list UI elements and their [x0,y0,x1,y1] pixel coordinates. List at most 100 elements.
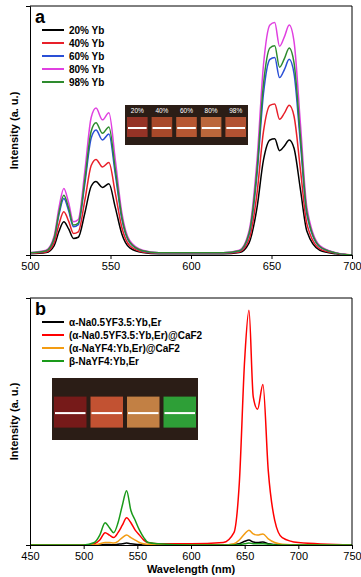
inset-beam [177,127,196,129]
legend-swatch [42,55,64,57]
x-tick-mark [84,545,85,549]
x-axis: 500 550 600 650 700 [21,255,361,272]
legend-label: (α-Na0.5YF3.5:Yb,Er)@CaF2 [69,330,203,341]
legend-label: 60% Yb [69,51,104,62]
inset-beam [165,412,196,414]
y-axis [26,7,31,256]
x-tick: 650 [263,255,281,272]
inset-vial [127,117,148,137]
plot-frame [352,6,353,255]
panel-label: a [35,7,46,27]
x-tick: 550 [129,545,147,562]
inset-background [52,378,198,440]
x-tick-mark [272,255,273,259]
x-tick-label: 700 [290,550,308,562]
x-tick-label: 450 [21,550,39,562]
x-tick-label: 600 [182,260,200,272]
panel-a: 500 550 600 650 700 a Intensity (a. u.) 20% Yb 4… [8,6,361,272]
legend-label: 40% Yb [69,38,104,49]
x-axis-line [31,256,353,260]
inset-vial [176,117,197,137]
x-tick-label: 500 [21,260,39,272]
x-tick: 750 [343,545,361,562]
legend-swatch [42,347,64,349]
legend-swatch [42,29,64,31]
inset-photo [52,378,198,440]
inset-beam [153,127,172,129]
x-tick-mark [191,255,192,259]
legend: α-Na0.5YF3.5:Yb,Er (α-Na0.5YF3.5:Yb,Er)@C… [42,317,203,367]
x-axis: 450 500 550 600 650 700 750 [21,545,361,562]
legend-swatch [42,81,64,83]
spectrum-line [30,57,352,255]
x-tick-mark [137,545,138,549]
spectrum-line [30,491,352,545]
inset-beam [128,412,159,414]
legend-label: 98% Yb [69,77,104,88]
legend-label: α-Na0.5YF3.5:Yb,Er [69,317,161,328]
y-axis-title: Intensity (a. u.) [8,91,20,169]
x-tick-label: 600 [182,550,200,562]
legend-label: β-NaYF4:Yb,Er [69,356,139,367]
y-axis-line [26,7,31,256]
x-tick-label: 550 [102,260,120,272]
inset-vial [201,117,222,137]
inset-vial [152,117,173,137]
x-tick-label: 650 [263,260,281,272]
x-tick: 550 [102,255,120,272]
legend-label: 80% Yb [69,64,104,75]
panel-label: b [35,299,46,319]
inset-label: 80% [205,107,218,114]
legend-swatch [42,321,64,323]
plot-frame [30,298,352,299]
inset-photo: 20%40%60%80%98% [125,105,248,145]
legend-swatch [42,42,64,44]
x-tick: 650 [236,545,254,562]
spectrum-line [30,23,352,255]
inset-vial [164,397,197,428]
inset-vial [91,397,124,428]
plot-area [30,23,352,255]
inset-vial [127,397,160,428]
inset-vial [225,117,246,137]
plot-area [30,310,352,545]
panel-b: 450500550600650700750bIntensity (a. u.)W… [8,298,361,575]
legend: 20% Yb 40% Yb 60% Yb 80% Yb 98% Yb [42,25,104,88]
legend-label: 20% Yb [69,25,104,36]
plot-frame [30,6,352,7]
legend-swatch [42,334,64,336]
x-tick: 450 [21,545,39,562]
inset-label: 20% [131,107,144,114]
y-axis-line [26,299,31,546]
plot-frame [352,298,353,545]
inset-beam [92,412,123,414]
legend-swatch [42,68,64,70]
inset-beam [226,127,245,129]
x-tick: 500 [21,255,39,272]
x-tick-mark [111,255,112,259]
inset-label: 40% [155,107,168,114]
x-tick: 700 [290,545,308,562]
x-tick: 600 [182,545,200,562]
inset-label: 60% [180,107,193,114]
x-tick: 700 [343,255,361,272]
y-axis-title: Intensity (a. u.) [8,382,20,460]
x-tick-mark [191,545,192,549]
x-tick-label: 650 [236,550,254,562]
x-tick-mark [298,545,299,549]
x-tick: 600 [182,255,200,272]
x-tick: 500 [75,545,93,562]
x-tick-mark [245,545,246,549]
y-axis [26,299,31,546]
legend-label: (α-NaYF4:Yb,Er)@CaF2 [69,343,180,354]
x-axis-line [31,546,353,550]
x-tick-mark [352,255,353,259]
x-tick-label: 700 [343,260,361,272]
x-tick-mark [352,545,353,549]
x-tick-label: 500 [75,550,93,562]
inset-beam [128,127,147,129]
spectrum-line [30,310,352,545]
x-tick-label: 550 [129,550,147,562]
legend-swatch [42,360,64,362]
spectrum-line [30,46,352,255]
